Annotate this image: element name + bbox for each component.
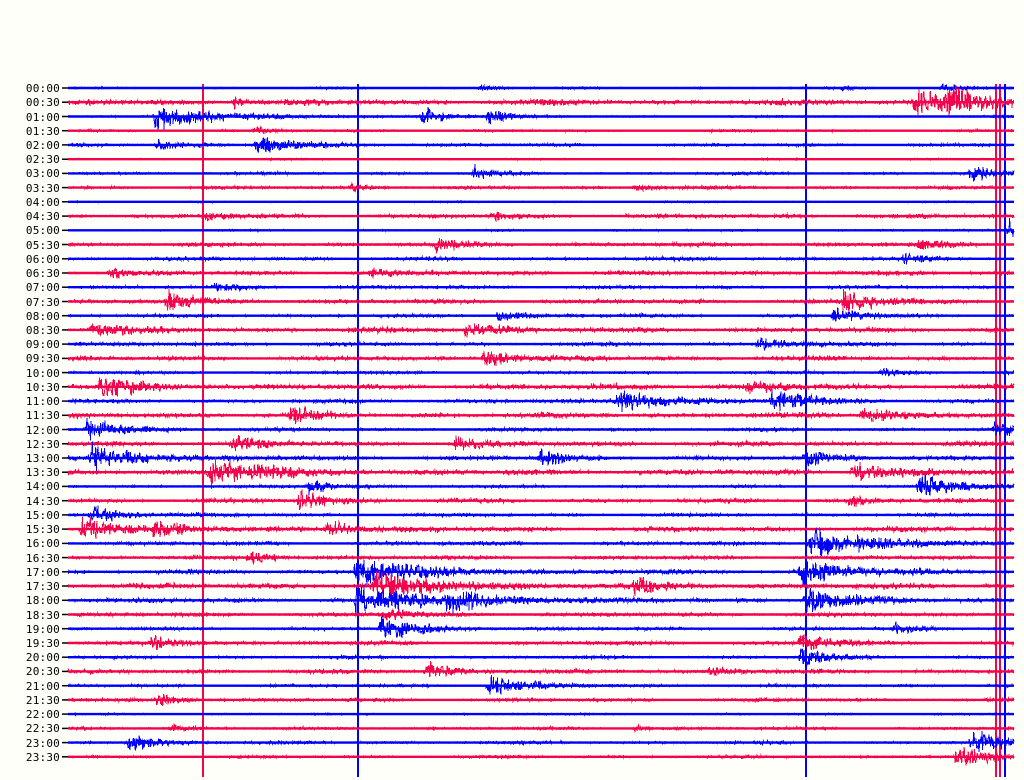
trace-row: [67, 441, 1015, 473]
time-tick-label: 11:30: [25, 409, 60, 423]
time-tick-label: 02:30: [25, 153, 60, 167]
time-tick-label: 19:30: [25, 637, 60, 650]
time-tick-label: 03:30: [25, 181, 60, 195]
time-tick-label: 05:00: [25, 224, 60, 238]
time-tick-label: 17:00: [25, 565, 60, 579]
time-tick-label: 10:00: [25, 366, 60, 380]
time-tick-label: 08:30: [25, 323, 60, 337]
time-tick-label: 21:00: [25, 679, 60, 693]
time-tick-label: 19:00: [25, 622, 60, 636]
time-tick-label: 15:30: [25, 523, 60, 537]
time-tick-label: 20:30: [25, 665, 60, 679]
time-tick-label: 16:30: [25, 551, 60, 565]
time-tick-label: 02:00: [25, 138, 60, 152]
time-tick-label: 13:00: [25, 452, 60, 465]
time-tick-label: 07:30: [25, 295, 60, 309]
time-tick-label: 06:00: [25, 252, 60, 266]
time-tick-label: 21:30: [25, 693, 60, 707]
time-tick-label: 04:00: [25, 195, 60, 209]
time-tick-label: 06:30: [25, 267, 60, 280]
time-tick-label: 04:30: [25, 210, 60, 224]
time-tick-label: 23:30: [25, 750, 60, 764]
time-tick-label: 12:30: [25, 437, 60, 451]
time-tick-label: 00:00: [25, 82, 60, 95]
time-tick-label: 17:30: [25, 580, 60, 593]
time-tick-label: 09:00: [25, 338, 60, 352]
time-tick-label: 08:00: [25, 309, 60, 323]
time-tick-label: 22:30: [25, 722, 60, 736]
time-tick-label: 12:00: [25, 423, 60, 437]
time-tick-label: 00:30: [25, 96, 60, 110]
time-tick-label: 07:00: [25, 281, 60, 295]
time-tick-label: 01:30: [25, 124, 60, 138]
time-tick-label: 13:30: [25, 466, 60, 480]
time-tick-label: 09:30: [25, 352, 60, 366]
time-tick-label: 15:00: [25, 508, 60, 522]
time-tick-label: 18:30: [25, 608, 60, 622]
time-tick-label: 14:30: [25, 494, 60, 508]
time-tick-label: 16:00: [25, 537, 60, 551]
time-tick-label: 14:00: [25, 480, 60, 494]
time-tick-label: 01:00: [25, 110, 60, 124]
time-tick-label: 03:00: [25, 167, 60, 181]
time-tick-label: 22:00: [25, 708, 60, 722]
time-tick-label: 23:00: [25, 736, 60, 750]
time-tick-label: 18:00: [25, 594, 60, 608]
time-tick-label: 20:00: [25, 651, 60, 665]
time-tick-label: 05:30: [25, 238, 60, 252]
time-tick-label: 10:30: [25, 380, 60, 394]
time-tick-label: 11:00: [25, 395, 60, 409]
